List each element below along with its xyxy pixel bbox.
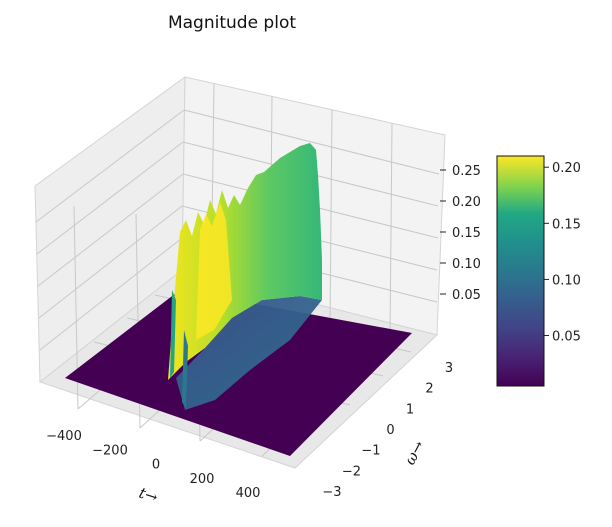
y-tick-label: 2 bbox=[425, 382, 433, 397]
x-tick-label: −400 bbox=[46, 429, 82, 444]
x-tick-label: 400 bbox=[236, 486, 261, 501]
x-tick-labels: −400 −200 0 200 400 bbox=[46, 429, 260, 501]
x-tick-label: 0 bbox=[152, 458, 160, 473]
x-axis-label: t→ bbox=[137, 484, 161, 507]
y-tick-label: 1 bbox=[406, 402, 414, 417]
surface-shade bbox=[176, 296, 322, 410]
y-tick-label: −2 bbox=[342, 464, 361, 479]
z-tick-label: 0.25 bbox=[452, 164, 481, 179]
x-tick-label: −200 bbox=[92, 443, 128, 458]
y-tick-label: 0 bbox=[386, 423, 394, 438]
y-tick-label: −1 bbox=[361, 444, 380, 459]
surface-spike bbox=[182, 330, 188, 408]
z-tick-label: 0.20 bbox=[452, 195, 481, 210]
x-tick-label: 200 bbox=[190, 472, 215, 487]
colorbar bbox=[496, 155, 545, 387]
surface-peak-band bbox=[196, 202, 232, 340]
colorbar-tick-label: 0.15 bbox=[552, 217, 581, 232]
y-axis-label: ω→ bbox=[401, 437, 429, 468]
colorbar-tick-labels: 0.05 0.10 0.15 0.20 bbox=[544, 161, 581, 345]
colorbar-tick-label: 0.05 bbox=[552, 330, 581, 345]
colorbar-tick-label: 0.20 bbox=[552, 161, 581, 176]
y-tick-label: −3 bbox=[322, 485, 341, 500]
colorbar-tick-label: 0.10 bbox=[552, 273, 581, 288]
z-tick-labels: 0.05 0.10 0.15 0.20 0.25 bbox=[440, 164, 481, 303]
surface-spike bbox=[170, 290, 176, 378]
z-tick-label: 0.10 bbox=[452, 257, 481, 272]
y-tick-label: 3 bbox=[445, 361, 453, 376]
chart-title: Magnitude plot bbox=[168, 13, 296, 33]
z-tick-label: 0.15 bbox=[452, 226, 481, 241]
z-tick-label: 0.05 bbox=[452, 288, 481, 303]
